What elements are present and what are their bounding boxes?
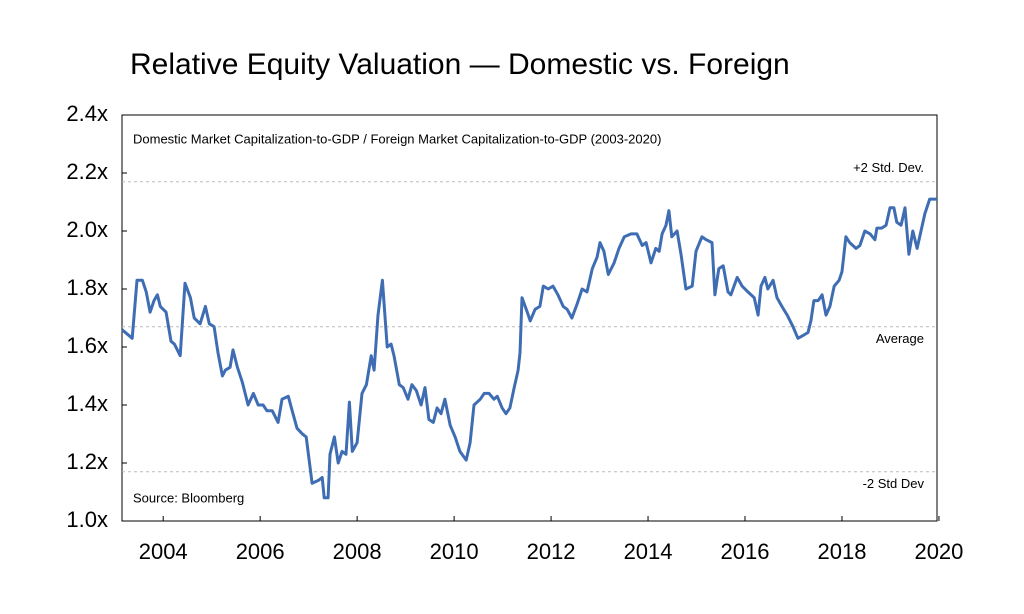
x-tick-label: 2014 <box>624 539 673 564</box>
y-tick-label: 1.0x <box>66 507 108 532</box>
y-tick-label: 1.2x <box>66 449 108 474</box>
reference-label: +2 Std. Dev. <box>853 160 924 175</box>
reference-label: -2 Std Dev <box>863 476 925 491</box>
data-line <box>121 197 937 500</box>
x-tick-label: 2016 <box>721 539 770 564</box>
y-tick-label: 1.4x <box>66 391 108 416</box>
x-tick-label: 2012 <box>527 539 576 564</box>
y-tick-label: 2.4x <box>66 101 108 126</box>
reference-label: Average <box>876 331 924 346</box>
x-tick-label: 2004 <box>139 539 188 564</box>
y-tick-label: 1.6x <box>66 333 108 358</box>
y-tick-label: 2.0x <box>66 217 108 242</box>
chart-title: Relative Equity Valuation — Domestic vs.… <box>130 48 790 81</box>
x-tick-label: 2008 <box>333 539 382 564</box>
source-note: Source: Bloomberg <box>133 490 244 505</box>
chart-subtitle: Domestic Market Capitalization-to-GDP / … <box>133 131 661 146</box>
x-tick-label: 2006 <box>236 539 285 564</box>
y-tick-label: 1.8x <box>66 275 108 300</box>
x-tick-label: 2010 <box>430 539 479 564</box>
y-tick-label: 2.2x <box>66 159 108 184</box>
plot-frame <box>121 114 938 522</box>
x-tick-label: 2018 <box>817 539 866 564</box>
x-tick-label: 2020 <box>914 539 963 564</box>
